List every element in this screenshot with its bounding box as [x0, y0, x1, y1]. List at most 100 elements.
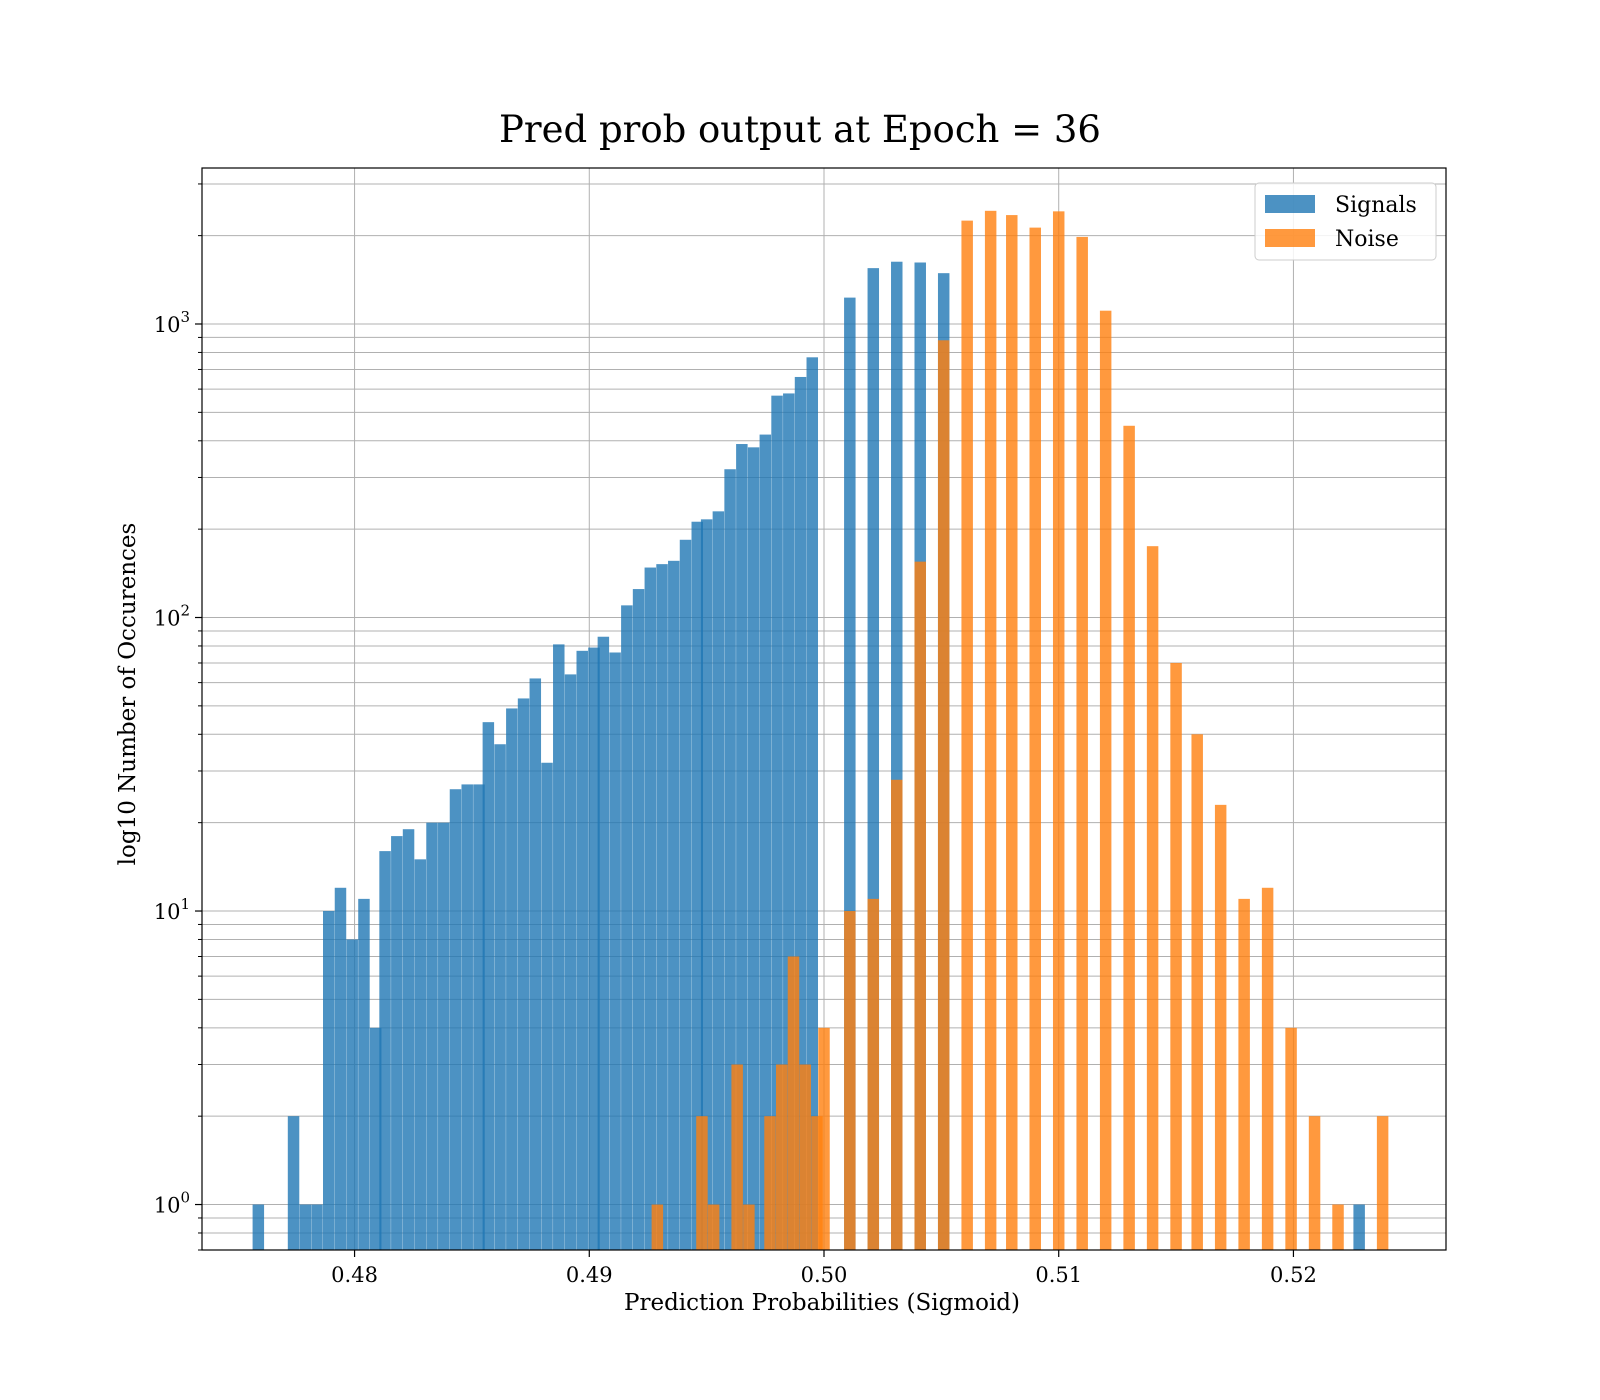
bar-noise: [1308, 1116, 1321, 1250]
bar-noise: [1123, 425, 1135, 1250]
y-axis-ticks: 100 101 102 103: [154, 183, 202, 1251]
bar-noise: [844, 911, 856, 1250]
bar-signals: [668, 560, 680, 1250]
bar-noise: [1076, 236, 1088, 1250]
bar-noise: [1214, 804, 1227, 1250]
bar-noise: [1332, 1204, 1344, 1250]
bar-signals: [564, 674, 577, 1250]
bar-signals: [252, 1204, 265, 1250]
bar-noise: [696, 1116, 708, 1250]
bar-signals: [402, 829, 415, 1250]
bar-signals: [346, 939, 358, 1250]
bar-noise: [764, 1116, 776, 1250]
y-tick-label: 102: [154, 602, 190, 631]
y-tick-label: 100: [154, 1189, 190, 1218]
bar-signals: [576, 650, 588, 1250]
bar-signals: [482, 722, 495, 1250]
bar-signals: [438, 822, 450, 1250]
bar-signals: [358, 898, 370, 1250]
bar-signals: [369, 1027, 382, 1250]
bar-signals: [287, 1116, 300, 1250]
bar-signals: [449, 789, 462, 1250]
bar-signals: [724, 469, 736, 1250]
bar-signals: [311, 1204, 323, 1250]
bar-noise: [1006, 215, 1018, 1250]
bar-noise: [811, 1116, 823, 1250]
bar-signals: [844, 297, 856, 1251]
legend-swatch-signals: [1265, 195, 1315, 213]
bar-signals: [426, 822, 438, 1250]
bar-signals: [529, 678, 542, 1250]
bar-signals: [541, 762, 553, 1250]
x-axis-ticks: 0.48 0.49 0.50 0.51 0.52: [331, 1250, 1317, 1287]
bar-signals: [794, 376, 807, 1250]
bar-signals: [609, 652, 621, 1250]
bar-signals: [379, 851, 391, 1250]
bar-noise: [1238, 898, 1250, 1250]
bar-signals: [691, 521, 703, 1250]
bar-noise: [1146, 546, 1159, 1250]
bar-signals: [747, 447, 760, 1250]
bar-signals: [597, 636, 610, 1250]
bar-noise: [937, 340, 950, 1251]
bar-noise: [1285, 1027, 1297, 1250]
bar-signals: [299, 1204, 312, 1250]
legend-swatch-noise: [1265, 229, 1315, 247]
x-tick-label: 0.52: [1270, 1263, 1317, 1287]
bar-noise: [799, 1064, 811, 1250]
bar-signals: [771, 395, 783, 1250]
bar-noise: [1376, 1116, 1389, 1250]
bar-noise: [1099, 310, 1112, 1250]
legend-label-noise: Noise: [1335, 227, 1399, 252]
bar-signals: [461, 784, 473, 1250]
bar-noise: [867, 898, 880, 1250]
bar-noise: [1029, 227, 1041, 1250]
x-axis-label: Prediction Probabilities (Sigmoid): [624, 1290, 1020, 1316]
bar-noise: [1191, 734, 1203, 1250]
bar-noise: [776, 1064, 788, 1250]
bar-signals: [621, 605, 633, 1250]
bar-signals: [1353, 1204, 1365, 1250]
bar-noise: [818, 1027, 830, 1250]
bar-signals: [517, 698, 530, 1250]
bar-signals: [700, 519, 713, 1250]
bar-signals: [473, 784, 485, 1250]
bar-noise: [743, 1204, 755, 1250]
chart-title: Pred prob output at Epoch = 36: [499, 108, 1101, 151]
bar-noise: [651, 1204, 664, 1250]
bar-signals: [759, 434, 772, 1250]
bar-noise: [1052, 211, 1065, 1250]
x-tick-label: 0.48: [331, 1263, 378, 1287]
legend-label-signals: Signals: [1335, 193, 1417, 218]
bar-signals: [506, 708, 518, 1250]
bar-noise: [914, 561, 926, 1250]
y-axis-label: log10 Number of Occurences: [115, 523, 141, 866]
bar-noise: [961, 220, 973, 1251]
bar-signals: [391, 836, 403, 1250]
bar-signals: [656, 564, 668, 1250]
bar-signals: [783, 393, 795, 1251]
bar-signals: [414, 859, 427, 1250]
bar-signals: [494, 744, 506, 1250]
bar-noise: [731, 1064, 743, 1250]
bar-signals: [867, 268, 880, 1250]
bar-signals: [553, 644, 565, 1250]
bar-noise: [787, 956, 800, 1250]
bar-signals: [588, 647, 600, 1250]
bar-noise: [984, 210, 997, 1251]
legend: Signals Noise: [1254, 182, 1437, 261]
histogram-bars: [252, 210, 1389, 1251]
bar-signals: [323, 911, 335, 1250]
x-tick-label: 0.50: [801, 1263, 848, 1287]
x-tick-label: 0.49: [566, 1263, 613, 1287]
bar-signals: [632, 589, 645, 1250]
bar-noise: [891, 779, 903, 1250]
bar-signals: [891, 261, 903, 1251]
bar-signals: [712, 511, 725, 1250]
bar-signals: [736, 444, 748, 1250]
bar-noise: [1170, 662, 1182, 1250]
bar-noise: [1261, 887, 1274, 1250]
bar-signals: [334, 887, 347, 1250]
bar-signals: [644, 567, 657, 1250]
